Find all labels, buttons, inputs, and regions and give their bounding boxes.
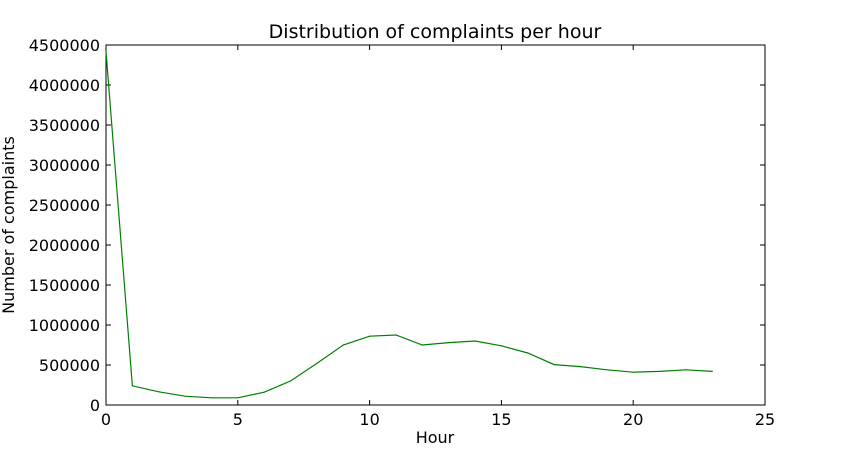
x-tick-label: 0 xyxy=(101,410,111,429)
y-tick-label: 3500000 xyxy=(29,116,100,135)
data-point xyxy=(237,397,239,399)
y-tick-label: 4500000 xyxy=(29,36,100,55)
data-point xyxy=(606,369,608,371)
y-tick-label: 500000 xyxy=(39,356,100,375)
series-layer xyxy=(105,50,713,399)
x-tick-label: 25 xyxy=(755,410,775,429)
x-tick-label: 15 xyxy=(491,410,511,429)
data-point xyxy=(579,366,582,368)
data-point xyxy=(184,395,186,397)
plot-area xyxy=(105,44,766,406)
data-point xyxy=(289,380,292,382)
data-point xyxy=(553,364,555,366)
y-tick-label: 4000000 xyxy=(29,76,100,95)
complaints-series-line xyxy=(105,51,713,399)
data-point xyxy=(421,344,423,346)
data-point xyxy=(632,371,634,373)
plot-frame xyxy=(105,44,766,406)
data-point xyxy=(474,340,476,342)
y-tick-label: 1000000 xyxy=(29,316,100,335)
y-tick-label: 2500000 xyxy=(29,196,100,215)
x-tick-label: 10 xyxy=(359,410,379,429)
data-point xyxy=(316,362,318,364)
y-tick-label: 1500000 xyxy=(29,276,100,295)
data-point xyxy=(658,370,661,372)
data-point xyxy=(395,334,397,336)
x-tick-label: 5 xyxy=(233,410,243,429)
x-axis-label: Hour xyxy=(416,428,455,447)
y-axis: 0 500000 1000000 1500000 2000000 2500000 30000… xyxy=(29,36,765,415)
y-axis-label: Number of complaints xyxy=(0,136,18,314)
data-point xyxy=(369,335,371,337)
data-point xyxy=(711,370,713,372)
data-point xyxy=(158,391,160,393)
chart-title: Distribution of complaints per hour xyxy=(269,21,602,43)
y-tick-label: 0 xyxy=(90,396,100,415)
data-point xyxy=(342,344,344,346)
data-point xyxy=(210,397,213,399)
data-point xyxy=(685,369,687,371)
data-point xyxy=(105,50,107,53)
y-tick-label: 2000000 xyxy=(29,236,100,255)
data-point xyxy=(448,342,450,344)
y-tick-label: 3000000 xyxy=(29,156,100,175)
data-point xyxy=(263,391,265,393)
x-axis: 0 5 10 15 20 25 xyxy=(101,45,775,429)
data-point xyxy=(131,385,133,387)
data-point xyxy=(500,345,502,347)
data-point xyxy=(527,352,529,354)
x-tick-label: 20 xyxy=(623,410,643,429)
